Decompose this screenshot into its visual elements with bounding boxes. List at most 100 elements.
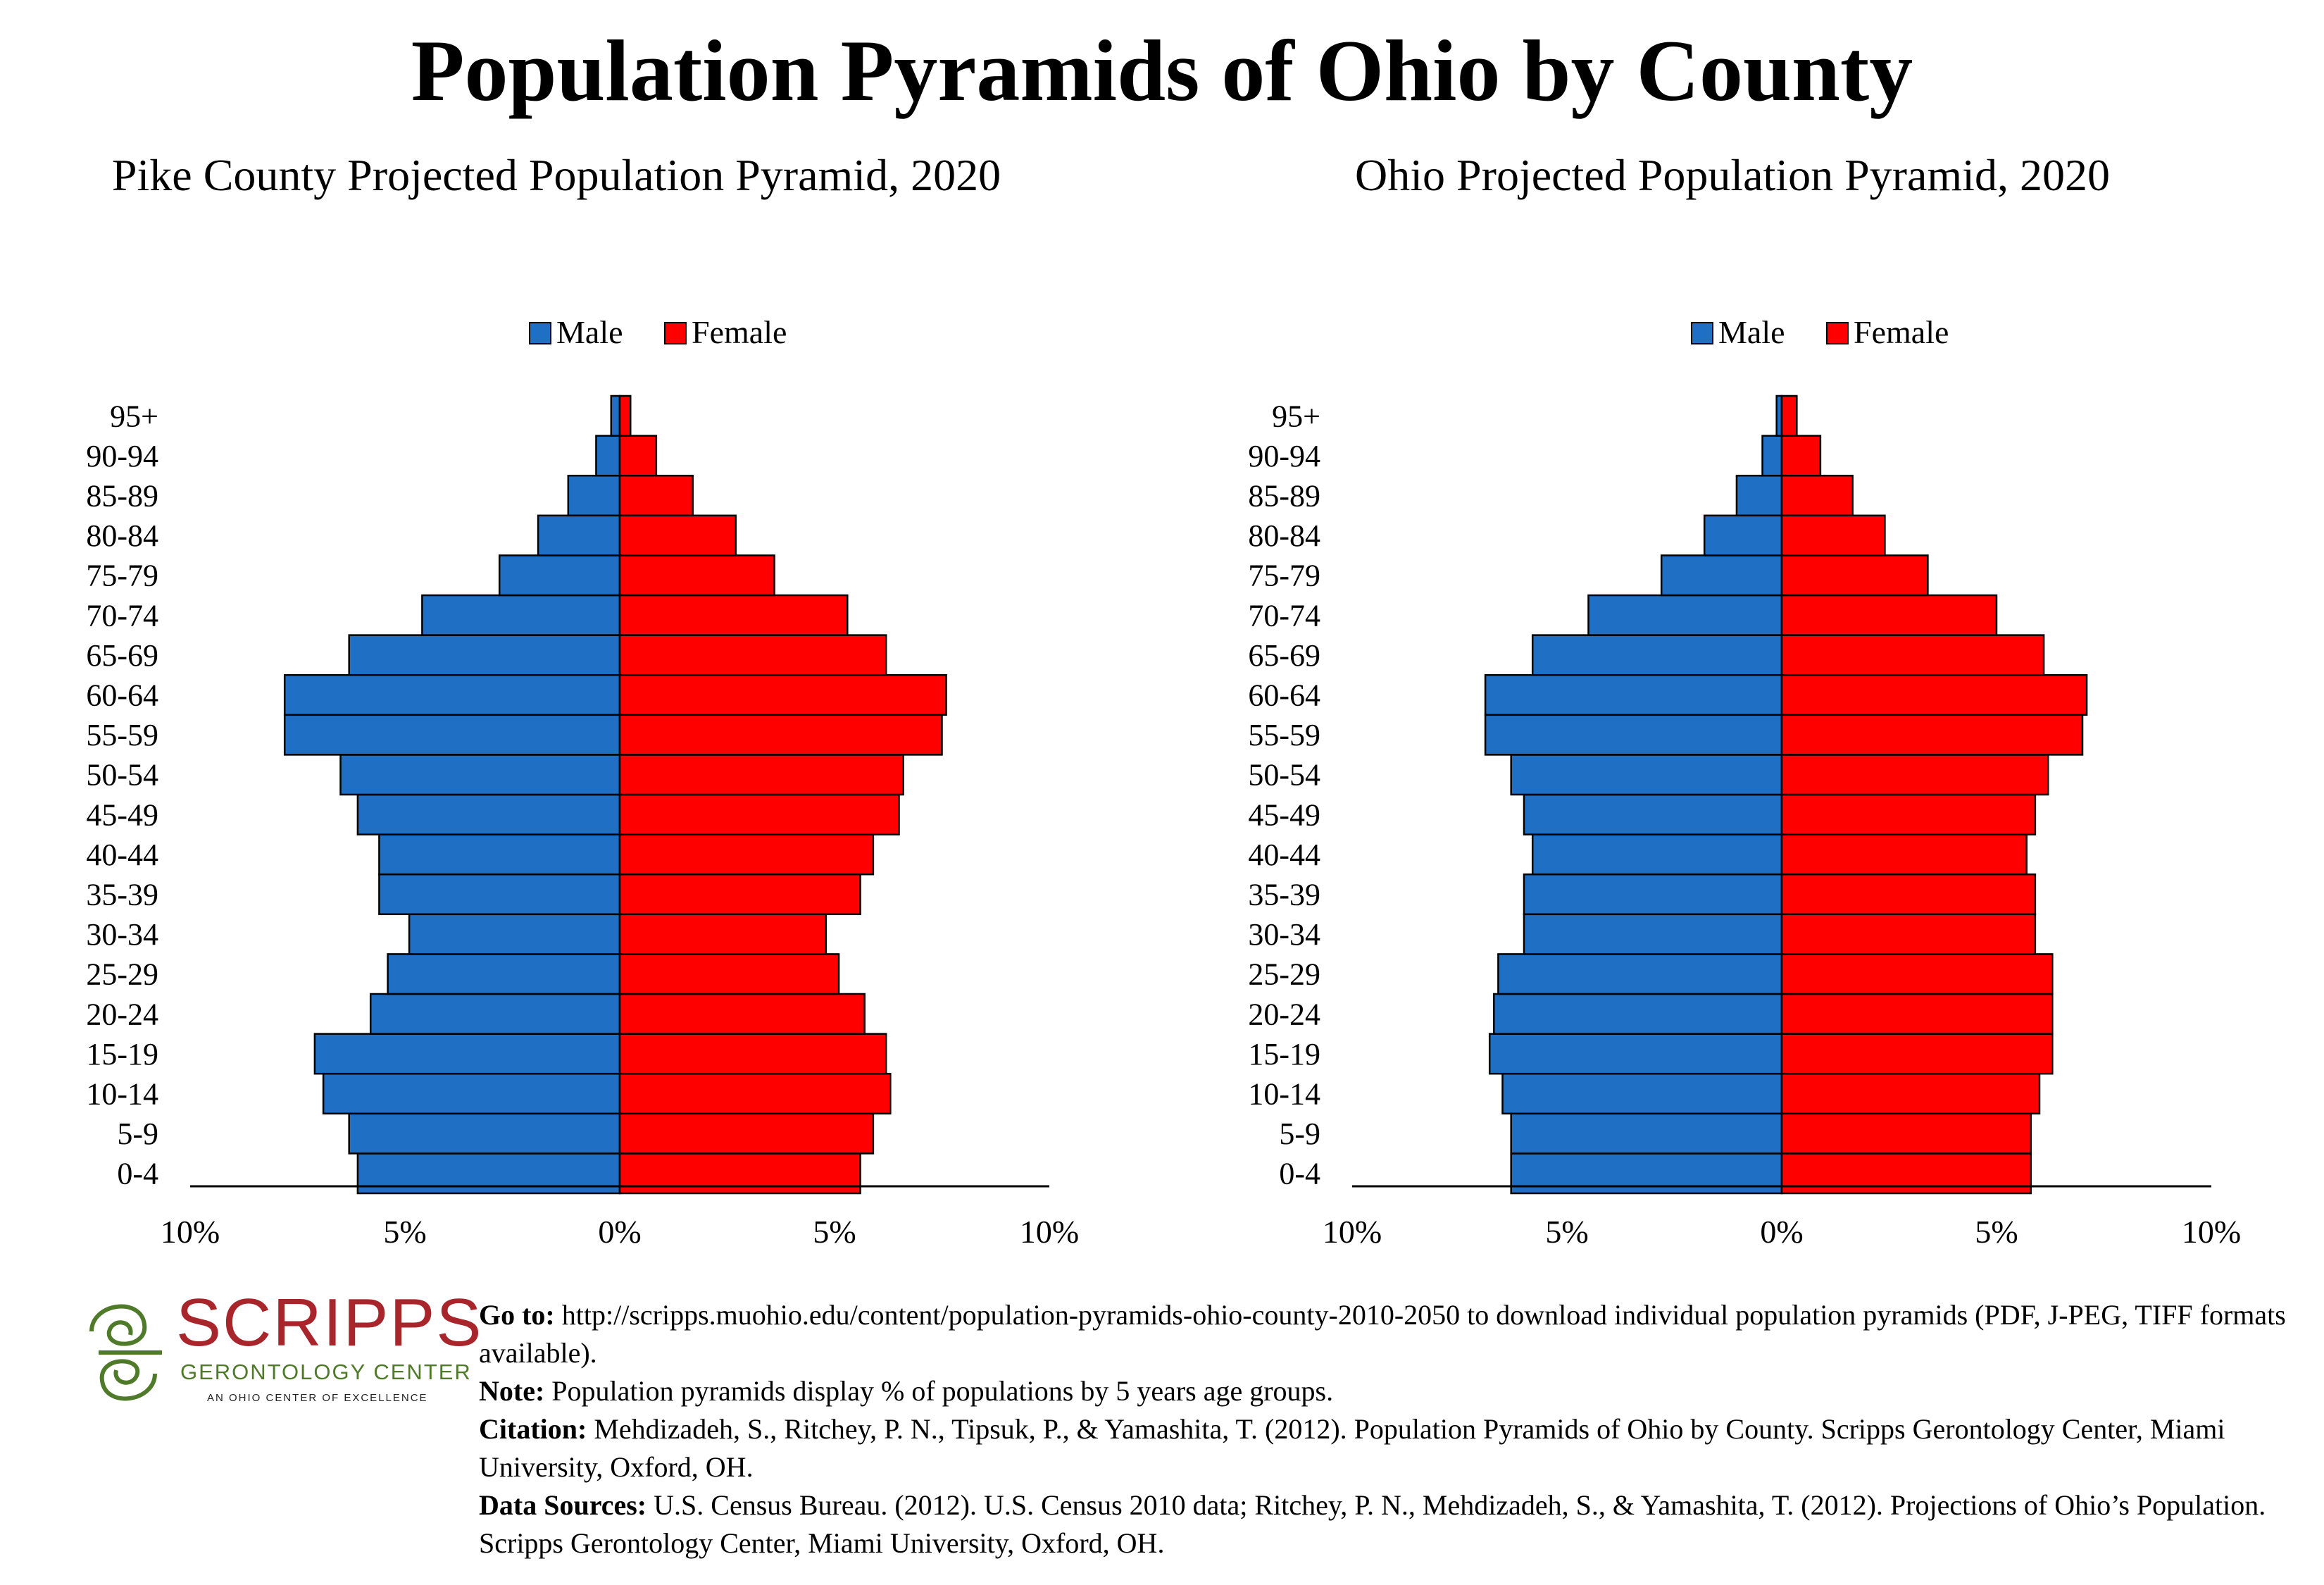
bar-male-90-94 <box>595 435 621 477</box>
bar-male-40-44 <box>1531 833 1783 876</box>
bar-female-45-49 <box>1780 793 2037 835</box>
age-label-75-79: 75-79 <box>86 559 158 593</box>
bar-male-35-39 <box>378 873 621 916</box>
age-label-75-79: 75-79 <box>1248 559 1320 593</box>
bar-female-65-69 <box>1780 634 2045 676</box>
bar-female-40-44 <box>618 833 875 876</box>
bar-male-85-89 <box>567 474 621 517</box>
bar-male-65-69 <box>348 634 621 676</box>
age-label-70-74: 70-74 <box>1248 598 1320 633</box>
bar-male-85-89 <box>1735 474 1783 517</box>
bar-male-45-49 <box>1523 793 1783 835</box>
bar-male-30-34 <box>1523 913 1783 955</box>
age-label-45-49: 45-49 <box>1248 797 1320 832</box>
age-label-95+: 95+ <box>110 399 158 433</box>
age-label-35-39: 35-39 <box>86 878 158 912</box>
bar-male-25-29 <box>1497 953 1783 995</box>
bar-male-25-29 <box>387 953 621 995</box>
pike-pyramid-chart: Male Female 0-4 5-9 10-14 15-19 20-24 25-29 30-3… <box>86 314 1079 1250</box>
age-label-10-14: 10-14 <box>86 1077 158 1112</box>
bar-female-50-54 <box>1780 754 2049 796</box>
bar-female-80-84 <box>618 514 737 557</box>
scripps-swirl-icon <box>89 1304 162 1401</box>
age-label-20-24: 20-24 <box>86 997 158 1031</box>
bar-male-55-59 <box>1484 714 1783 756</box>
legend-label-male: Male <box>556 314 623 350</box>
age-label-95+: 95+ <box>1272 399 1320 433</box>
age-label-15-19: 15-19 <box>86 1037 158 1071</box>
legend-swatch-female <box>1826 322 1849 344</box>
goto-text: http://scripps.muohio.edu/content/popula… <box>479 1299 2286 1369</box>
note-text: Population pyramids display % of populat… <box>551 1375 1334 1407</box>
x-tick-label: 5% <box>1545 1214 1588 1250</box>
bar-male-55-59 <box>283 714 621 756</box>
age-label-35-39: 35-39 <box>1248 878 1320 912</box>
age-label-55-59: 55-59 <box>86 718 158 752</box>
bar-female-0-4 <box>618 1152 861 1195</box>
bar-male-0-4 <box>1510 1152 1783 1195</box>
bar-male-45-49 <box>356 793 621 835</box>
bar-male-70-74 <box>421 594 621 636</box>
age-label-65-69: 65-69 <box>86 638 158 673</box>
bar-male-10-14 <box>1501 1072 1783 1115</box>
bar-male-60-64 <box>1484 673 1783 716</box>
bar-female-30-34 <box>618 913 827 955</box>
x-tick-label: 0% <box>1760 1214 1803 1250</box>
age-label-25-29: 25-29 <box>1248 957 1320 992</box>
bar-female-90-94 <box>1780 435 1822 477</box>
bar-male-60-64 <box>283 673 621 716</box>
sources-label: Data Sources: <box>479 1489 647 1521</box>
age-label-30-34: 30-34 <box>1248 917 1320 952</box>
age-label-20-24: 20-24 <box>1248 997 1320 1031</box>
bar-female-50-54 <box>618 754 904 796</box>
pike-chart-title: Pike County Projected Population Pyramid… <box>111 150 1001 200</box>
legend: Male Female <box>1691 314 1949 350</box>
bar-male-90-94 <box>1761 435 1783 477</box>
age-label-50-54: 50-54 <box>1248 758 1320 792</box>
bar-female-90-94 <box>618 435 658 477</box>
bar-male-75-79 <box>1660 554 1783 597</box>
bar-male-80-84 <box>537 514 621 557</box>
bar-female-85-89 <box>1780 474 1854 517</box>
bar-male-70-74 <box>1587 594 1783 636</box>
bar-male-65-69 <box>1531 634 1783 676</box>
bar-female-95+ <box>1780 394 1798 437</box>
x-tick-label: 5% <box>383 1214 426 1250</box>
notes-block: Go to: http://scripps.muohio.edu/content… <box>479 1296 2310 1562</box>
bar-female-45-49 <box>618 793 900 835</box>
bar-male-35-39 <box>1523 873 1783 916</box>
ohio-chart-title: Ohio Projected Population Pyramid, 2020 <box>1355 150 2110 200</box>
legend-label-male: Male <box>1718 314 1785 350</box>
age-label-80-84: 80-84 <box>1248 518 1320 553</box>
x-tick-label: 10% <box>1020 1214 1079 1250</box>
bar-female-30-34 <box>1780 913 2037 955</box>
legend-swatch-male <box>1691 322 1713 344</box>
citation-text: Mehdizadeh, S., Ritchey, P. N., Tipsuk, … <box>479 1413 2225 1483</box>
age-label-40-44: 40-44 <box>1248 838 1320 872</box>
age-label-0-4: 0-4 <box>1279 1157 1320 1191</box>
bar-male-30-34 <box>408 913 621 955</box>
bar-female-75-79 <box>618 554 775 597</box>
bar-female-70-74 <box>618 594 849 636</box>
bar-female-40-44 <box>1780 833 2028 876</box>
main-title: Population Pyramids of Ohio by County <box>411 23 1913 119</box>
bar-female-80-84 <box>1780 514 1886 557</box>
sources-text: U.S. Census Bureau. (2012). U.S. Census … <box>479 1489 2266 1559</box>
legend-label-female: Female <box>692 314 787 350</box>
ohio-pyramid-chart: Male Female 0-4 5-9 10-14 15-19 20-24 25-29 30-3… <box>1248 314 2241 1250</box>
bar-male-5-9 <box>1510 1112 1783 1155</box>
bar-male-75-79 <box>498 554 621 597</box>
bar-female-35-39 <box>1780 873 2037 916</box>
age-label-45-49: 45-49 <box>86 797 158 832</box>
bar-female-55-59 <box>618 714 943 756</box>
bar-male-50-54 <box>339 754 621 796</box>
goto-note: Go to: http://scripps.muohio.edu/content… <box>479 1296 2310 1372</box>
bar-male-15-19 <box>313 1033 621 1075</box>
age-label-30-34: 30-34 <box>86 917 158 952</box>
bar-male-5-9 <box>348 1112 621 1155</box>
bar-female-75-79 <box>1780 554 1929 597</box>
bar-female-20-24 <box>1780 993 2054 1035</box>
bar-female-60-64 <box>618 673 947 716</box>
scripps-logo: SCRIPPS GERONTOLOGY CENTER AN OHIO CENTE… <box>77 1289 481 1416</box>
bar-male-40-44 <box>378 833 621 876</box>
